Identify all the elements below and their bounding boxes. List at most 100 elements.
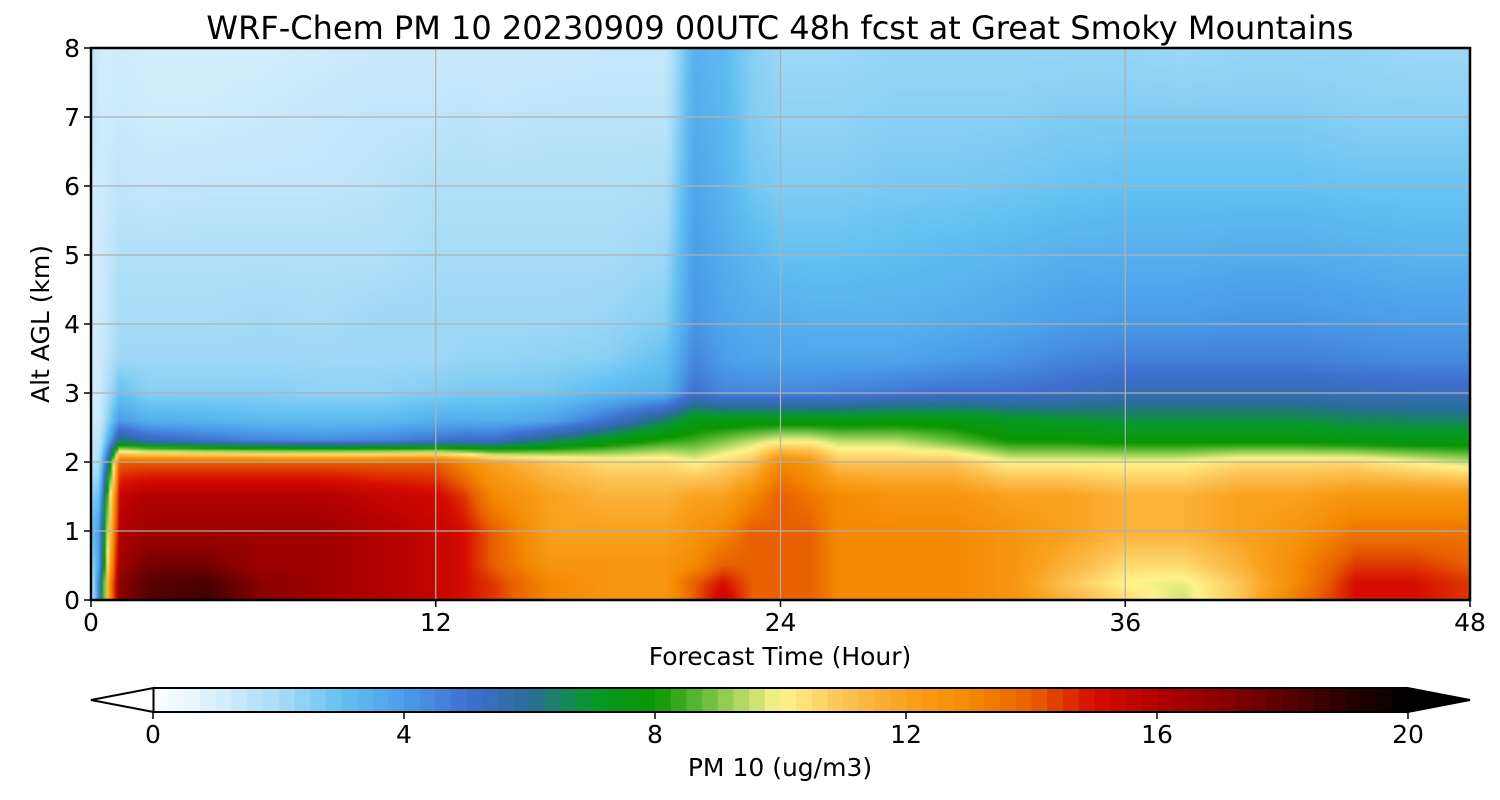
- colorbar-band: [278, 688, 295, 712]
- colorbar-band: [749, 688, 766, 712]
- colorbar: 0 4 8 12 16 20: [90, 686, 1471, 749]
- y-tick-label: 8: [64, 34, 80, 63]
- colorbar-tick-label: 4: [396, 720, 412, 749]
- colorbar-band: [1266, 688, 1284, 712]
- colorbar-band: [1125, 688, 1142, 712]
- colorbar-band: [921, 688, 938, 712]
- colorbar-band: [717, 688, 735, 712]
- colorbar-extend-max: [1406, 686, 1471, 714]
- colorbar-band: [1282, 688, 1299, 712]
- colorbar-band: [874, 688, 891, 712]
- colorbar-band: [404, 688, 421, 712]
- colorbar-band: [419, 688, 436, 712]
- colorbar-band: [435, 688, 452, 712]
- colorbar-band: [1313, 688, 1331, 712]
- y-tick-label: 5: [64, 241, 80, 270]
- x-tick-label: 48: [1454, 608, 1486, 637]
- colorbar-band: [200, 688, 217, 712]
- colorbar-band: [498, 688, 515, 712]
- colorbar-band: [1157, 688, 1174, 712]
- x-tick-label: 36: [1109, 608, 1141, 637]
- x-axis-label: Forecast Time (Hour): [649, 642, 912, 671]
- colorbar-band: [1062, 688, 1080, 712]
- colorbar-band: [388, 688, 405, 712]
- colorbar-band: [623, 688, 640, 712]
- colorbar-band: [1094, 688, 1111, 712]
- colorbar-band: [1047, 688, 1064, 712]
- y-tick-label: 6: [64, 172, 80, 201]
- colorbar-band: [576, 688, 593, 712]
- colorbar-band: [811, 688, 829, 712]
- colorbar-tick-label: 0: [145, 720, 161, 749]
- colorbar-band: [686, 688, 703, 712]
- colorbar-band: [827, 688, 844, 712]
- colorbar-band: [1204, 688, 1221, 712]
- y-axis-label: Alt AGL (km): [26, 245, 55, 403]
- colorbar-band: [968, 688, 986, 712]
- colorbar-band: [1000, 688, 1017, 712]
- colorbar-band: [733, 688, 750, 712]
- y-axis: 0 1 2 3 4 5 6 7 8: [64, 34, 91, 615]
- colorbar-tick-label: 20: [1392, 720, 1424, 749]
- colorbar-band: [1329, 688, 1346, 712]
- colorbar-band: [466, 688, 484, 712]
- colorbar-tick-label: 12: [890, 720, 922, 749]
- colorbar-band: [153, 688, 170, 712]
- colorbar-band: [1345, 688, 1362, 712]
- colorbar-band: [513, 688, 531, 712]
- colorbar-band: [341, 688, 358, 712]
- colorbar-band: [1376, 688, 1393, 712]
- colorbar-label: PM 10 (ug/m3): [688, 753, 872, 782]
- colorbar-band: [294, 688, 311, 712]
- colorbar-band: [937, 688, 954, 712]
- colorbar-band: [168, 688, 185, 712]
- colorbar-band: [890, 688, 907, 712]
- colorbar-band: [1015, 688, 1033, 712]
- colorbar-band: [1219, 688, 1237, 712]
- colorbar-band: [529, 688, 546, 712]
- colorbar-band: [262, 688, 280, 712]
- colorbar-band: [545, 688, 562, 712]
- colorbar-band: [356, 688, 374, 712]
- colorbar-band: [372, 688, 389, 712]
- grid: [91, 48, 1470, 600]
- colorbar-band: [1109, 688, 1127, 712]
- colorbar-band: [702, 688, 719, 712]
- colorbar-band: [639, 688, 656, 712]
- colorbar-band: [482, 688, 499, 712]
- x-tick-label: 12: [420, 608, 452, 637]
- colorbar-band: [780, 688, 797, 712]
- x-tick-label: 24: [765, 608, 797, 637]
- y-tick-label: 1: [64, 517, 80, 546]
- colorbar-band: [184, 688, 201, 712]
- colorbar-band: [231, 688, 248, 712]
- colorbar-tick-label: 16: [1141, 720, 1173, 749]
- colorbar-band: [1141, 688, 1158, 712]
- chart-title: WRF-Chem PM 10 20230909 00UTC 48h fcst a…: [206, 9, 1353, 47]
- colorbar-band: [1235, 688, 1252, 712]
- colorbar-extend-min: [90, 686, 155, 714]
- colorbar-band: [1188, 688, 1205, 712]
- colorbar-band: [764, 688, 782, 712]
- colorbar-band: [1031, 688, 1048, 712]
- colorbar-band: [451, 688, 468, 712]
- colorbar-band: [670, 688, 687, 712]
- colorbar-band: [796, 688, 813, 712]
- colorbar-band: [984, 688, 1001, 712]
- x-axis: 0 12 24 36 48: [83, 600, 1486, 637]
- colorbar-band: [858, 688, 876, 712]
- colorbar-band: [953, 688, 970, 712]
- y-tick-label: 4: [64, 310, 80, 339]
- colorbar-band: [607, 688, 625, 712]
- colorbar-band: [215, 688, 233, 712]
- colorbar-band: [325, 688, 342, 712]
- colorbar-band: [560, 688, 578, 712]
- colorbar-band: [906, 688, 923, 712]
- colorbar-band: [1360, 688, 1378, 712]
- x-tick-label: 0: [83, 608, 99, 637]
- colorbar-band: [1251, 688, 1268, 712]
- colorbar-band: [1078, 688, 1095, 712]
- colorbar-tick-label: 8: [647, 720, 663, 749]
- colorbar-band: [1392, 688, 1409, 712]
